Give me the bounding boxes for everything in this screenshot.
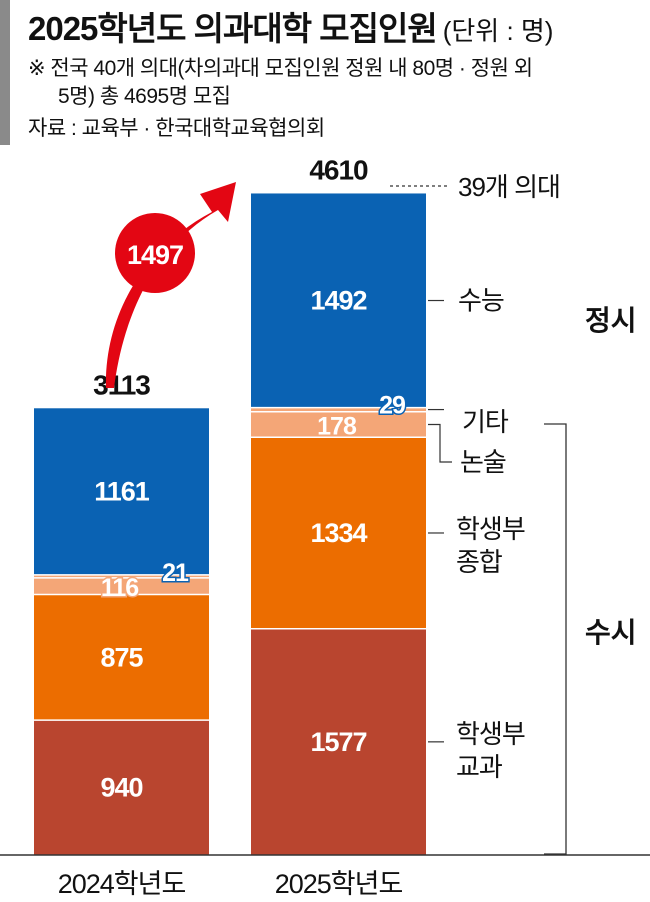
bar-segment-gyogwa-0	[34, 720, 209, 855]
segment-name-jonghap: 학생부 종합	[456, 514, 525, 577]
bar-segment-gita-0	[34, 574, 209, 578]
susi-bracket	[544, 423, 567, 855]
value-label-jonghap-1: 1334	[310, 518, 367, 548]
header-accent-bar	[0, 0, 10, 145]
connector-nonsul	[428, 423, 452, 463]
bar-segment-jonghap-1	[251, 437, 426, 629]
chart-title: 2025학년도 의과대학 모집인원 (단위 : 명)	[28, 2, 553, 50]
unit-label: (단위 : 명)	[442, 16, 554, 46]
increase-badge	[115, 213, 195, 293]
bar-segment-jonghap-0	[34, 594, 209, 721]
total-label-0: 3113	[93, 369, 150, 400]
category-label-0: 2024학년도	[58, 869, 186, 899]
bar-segment-gyogwa-1	[251, 628, 426, 855]
segment-name-suneung: 수능	[458, 286, 504, 316]
category-label-1: 2025학년도	[275, 869, 403, 899]
group-label-jeongsi: 정시	[585, 305, 637, 336]
value-label-suneung-1: 1492	[310, 286, 366, 316]
group-label-susi: 수시	[585, 617, 637, 648]
total-annotation: 39개 의대	[458, 172, 560, 202]
value-label-gita-1: 29	[379, 392, 405, 420]
segment-name-gyogwa: 학생부 교과	[456, 719, 525, 782]
bar-segment-suneung-0	[34, 408, 209, 575]
note-line-1: ※ 전국 40개 의대(차의과대 모집인원 정원 내 80명 · 정원 외	[28, 57, 533, 80]
bar-segment-gita-1	[251, 407, 426, 412]
segment-name-nonsul: 논술	[460, 447, 506, 477]
bar-segment-nonsul-0	[34, 577, 209, 595]
source-note: 자료 : 교육부 · 한국대학교육협의회	[28, 117, 325, 140]
value-label-gita-0: 21	[162, 559, 189, 587]
bar-segment-nonsul-1	[251, 411, 426, 438]
value-label-nonsul-1: 178	[317, 413, 357, 441]
value-label-nonsul-0: 116	[101, 574, 138, 602]
chart-title-text: 2025학년도 의과대학 모집인원	[28, 10, 438, 47]
value-label-jonghap-0: 875	[100, 642, 143, 672]
note-line-2: 5명) 총 4695명 모집	[58, 85, 231, 108]
value-label-gyogwa-0: 940	[100, 773, 142, 803]
increase-arrow-icon	[105, 182, 236, 388]
bar-segment-suneung-1	[251, 193, 426, 408]
increase-value: 1497	[127, 240, 183, 270]
segment-name-gita: 기타	[462, 407, 509, 437]
value-label-gyogwa-1: 1577	[310, 727, 366, 757]
value-label-suneung-0: 1161	[94, 477, 150, 507]
total-label-1: 4610	[309, 154, 368, 185]
